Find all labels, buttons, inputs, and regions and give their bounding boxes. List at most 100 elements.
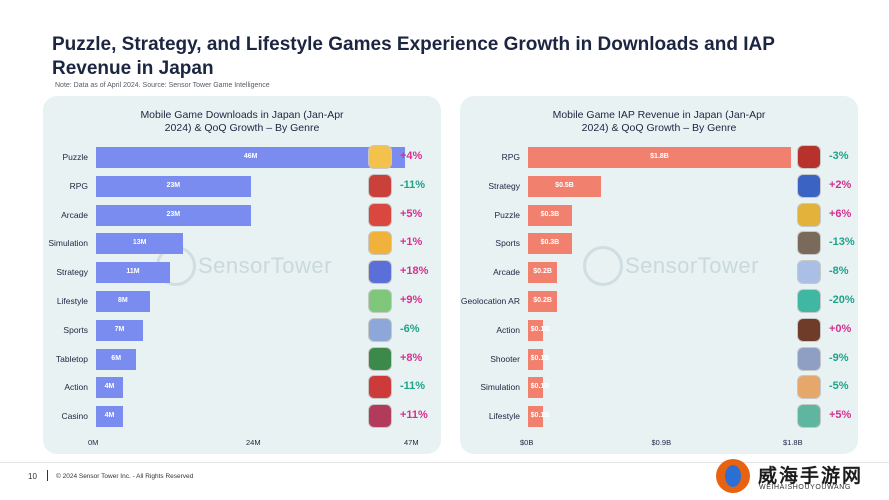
page-number: 10 bbox=[28, 472, 37, 481]
bar bbox=[528, 204, 572, 226]
bar-value-label: $0.1B bbox=[530, 412, 550, 420]
category-label: Arcade bbox=[493, 267, 520, 278]
footer-separator bbox=[47, 470, 48, 481]
bar-value-label: $1.8B bbox=[650, 153, 669, 160]
action-game-icon bbox=[368, 375, 392, 400]
bar-value-label: 23M bbox=[166, 210, 181, 218]
puzzle-game-icon bbox=[368, 145, 392, 169]
category-label: Casino bbox=[61, 411, 88, 422]
simulation-game-icon bbox=[368, 231, 392, 256]
bar-value-label: 13M bbox=[132, 239, 147, 247]
x-tick-label: 24M bbox=[246, 438, 261, 447]
bar-value-label: 11M bbox=[126, 268, 140, 276]
category-label: Simulation bbox=[48, 238, 88, 249]
sensor-tower-watermark-icon bbox=[583, 246, 623, 286]
bar-value-label: $0.2B bbox=[533, 297, 552, 304]
category-label: Shooter bbox=[490, 353, 520, 364]
category-label: Action bbox=[64, 382, 88, 393]
bar bbox=[96, 406, 123, 428]
bar bbox=[96, 262, 170, 284]
arcade-game-icon bbox=[368, 202, 392, 227]
bar-value-label: 4M bbox=[104, 412, 115, 420]
bar-value-label: $0.1B bbox=[530, 354, 550, 362]
growth-label: +5% bbox=[829, 409, 852, 422]
growth-label: -3% bbox=[829, 150, 849, 162]
downloads-chart-panel: Mobile Game Downloads in Japan (Jan-Apr … bbox=[43, 96, 441, 454]
growth-label: +4% bbox=[400, 150, 423, 162]
watermark-text: SensorTower bbox=[198, 253, 332, 278]
bar bbox=[528, 233, 572, 255]
sports-game-icon bbox=[368, 317, 392, 342]
shooter-game-icon bbox=[797, 346, 821, 371]
growth-label: -8% bbox=[829, 265, 849, 278]
category-label: Sports bbox=[495, 238, 520, 249]
growth-label: +18% bbox=[400, 265, 429, 278]
bar-value-label: 23M bbox=[166, 181, 181, 189]
bar-value-label: 4M bbox=[104, 383, 115, 391]
growth-label: -9% bbox=[829, 351, 849, 364]
bar bbox=[528, 406, 543, 428]
bar-value-label: $0.3B bbox=[540, 210, 560, 218]
growth-label: +0% bbox=[829, 322, 852, 335]
growth-label: -5% bbox=[829, 380, 849, 393]
rpg-game-icon bbox=[797, 145, 821, 169]
growth-label: +6% bbox=[829, 207, 852, 220]
x-tick-label: $0B bbox=[520, 438, 534, 447]
downloads-chart-title: Mobile Game Downloads in Japan (Jan-Apr … bbox=[140, 109, 344, 134]
growth-label: +8% bbox=[400, 351, 423, 364]
revenue-chart-panel: Mobile Game IAP Revenue in Japan (Jan-Ap… bbox=[460, 96, 858, 454]
bar bbox=[528, 377, 543, 399]
action-game-icon bbox=[797, 317, 821, 342]
copyright-text: © 2024 Sensor Tower Inc. - All Rights Re… bbox=[56, 473, 194, 480]
category-label: Sports bbox=[63, 324, 88, 335]
puzzle-game-icon bbox=[797, 202, 821, 227]
bar bbox=[96, 291, 150, 312]
lifestyle-game-icon bbox=[797, 404, 821, 429]
footer-divider bbox=[0, 462, 889, 463]
site-logo-text: 威海手游网 bbox=[758, 466, 864, 487]
bar-value-label: 7M bbox=[114, 325, 125, 333]
x-tick-label: 47M bbox=[404, 438, 419, 447]
growth-label: -20% bbox=[829, 294, 855, 306]
growth-label: -13% bbox=[829, 236, 855, 249]
bar bbox=[96, 233, 184, 255]
category-label: Tabletop bbox=[55, 353, 88, 364]
category-label: Geolocation AR bbox=[460, 296, 520, 306]
x-tick-label: $0.9B bbox=[651, 438, 672, 447]
bar bbox=[96, 319, 144, 341]
bar bbox=[96, 175, 251, 197]
bar-value-label: $0.3B bbox=[540, 239, 560, 247]
category-label: Strategy bbox=[56, 267, 88, 278]
bar-value-label: $0.1B bbox=[530, 325, 550, 333]
category-label: Simulation bbox=[480, 382, 520, 393]
category-label: Action bbox=[496, 324, 520, 335]
bar-value-label: 8M bbox=[118, 297, 128, 304]
category-label: Lifestyle bbox=[488, 411, 520, 422]
category-label: RPG bbox=[69, 180, 88, 191]
growth-label: -11% bbox=[400, 380, 426, 393]
category-label: RPG bbox=[501, 152, 520, 162]
revenue-chart-title: Mobile Game IAP Revenue in Japan (Jan-Ap… bbox=[552, 109, 766, 134]
growth-label: +5% bbox=[400, 207, 423, 220]
bar bbox=[528, 348, 543, 370]
bar bbox=[96, 348, 137, 370]
bar bbox=[528, 319, 543, 341]
bar bbox=[96, 147, 406, 168]
watermark-text: SensorTower bbox=[625, 253, 759, 278]
bar-value-label: $0.5B bbox=[555, 181, 574, 189]
growth-label: +9% bbox=[400, 294, 423, 306]
site-logo-icon bbox=[716, 459, 750, 493]
sports-game-icon bbox=[797, 231, 821, 256]
category-label: Lifestyle bbox=[56, 296, 88, 306]
casino-game-icon bbox=[368, 404, 392, 429]
growth-label: +11% bbox=[400, 409, 428, 422]
bar bbox=[528, 175, 602, 197]
strategy-game-icon bbox=[368, 260, 392, 285]
strategy-game-icon bbox=[797, 173, 821, 198]
bar bbox=[528, 291, 558, 312]
bar-value-label: $0.2B bbox=[533, 268, 552, 276]
bar bbox=[528, 147, 791, 168]
bar bbox=[528, 262, 558, 284]
x-tick-label: 0M bbox=[88, 438, 99, 447]
bar-value-label: $0.1B bbox=[530, 383, 550, 391]
